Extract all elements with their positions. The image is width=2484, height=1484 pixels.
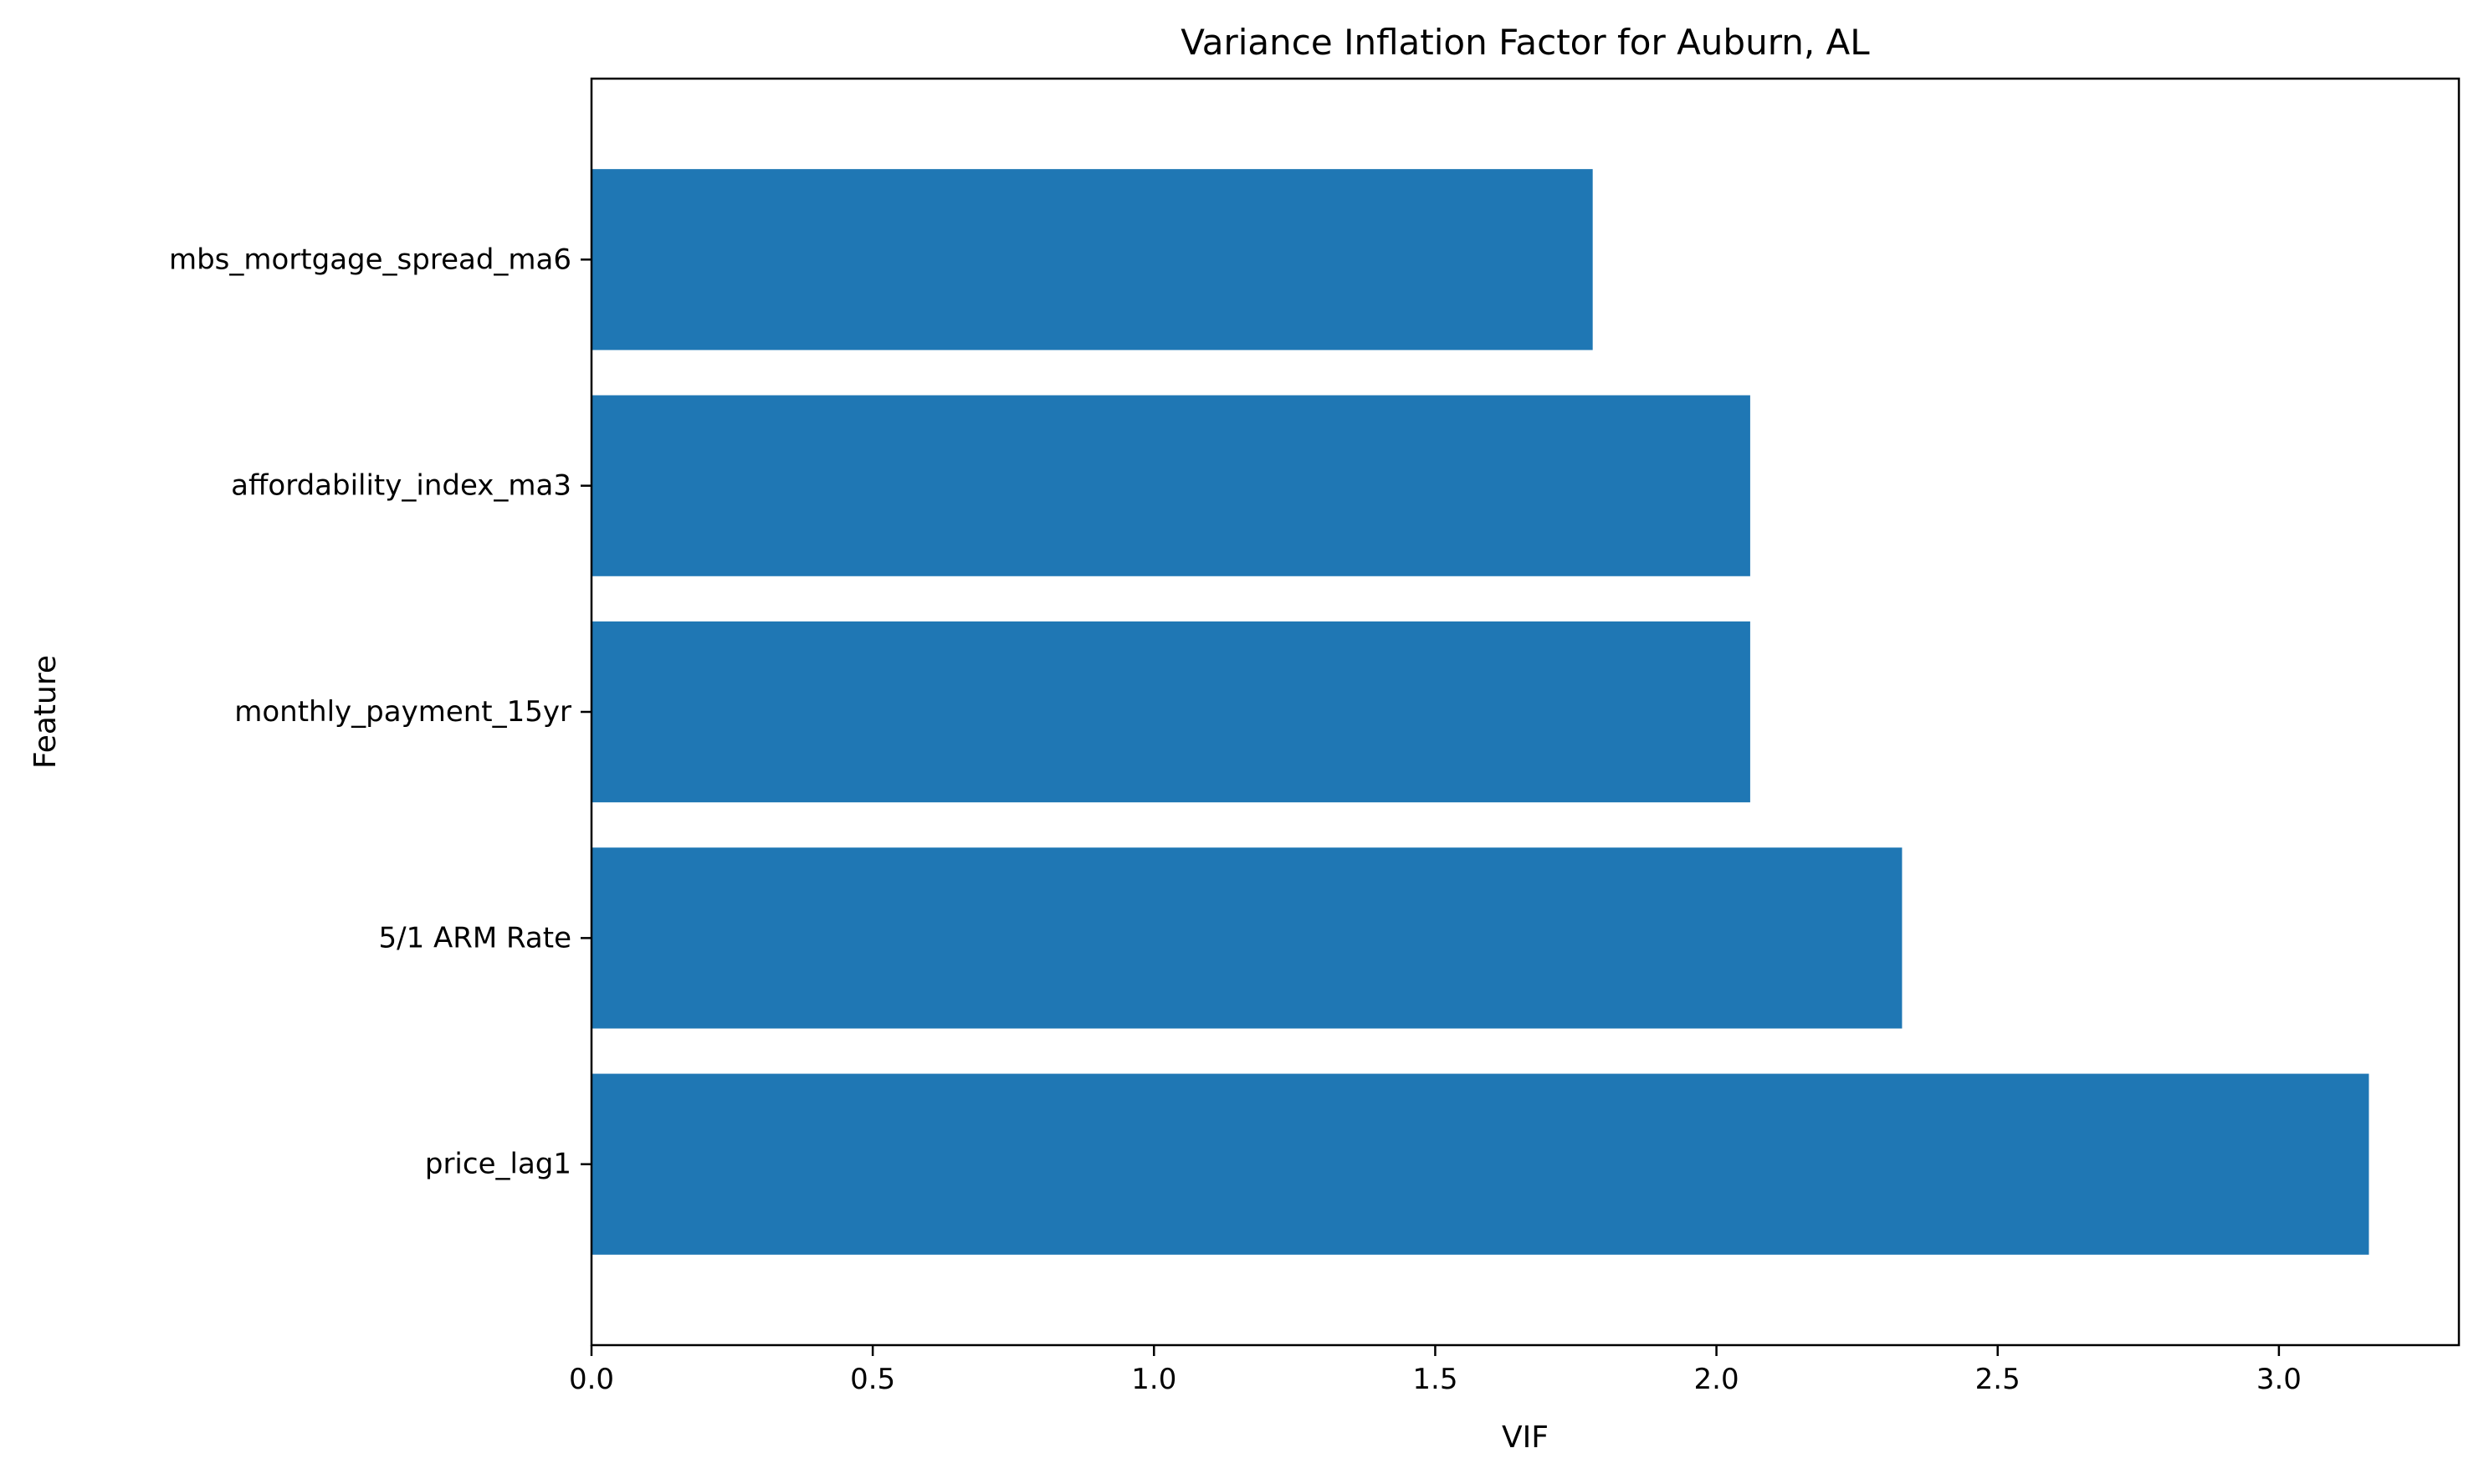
chart-title: Variance Inflation Factor for Auburn, AL — [1181, 22, 1870, 63]
bar-affordability-index-ma3 — [592, 395, 1750, 576]
y-tick-label: affordability_index_ma3 — [231, 469, 571, 503]
x-tick-label: 3.0 — [2256, 1363, 2302, 1396]
plot-frame — [590, 77, 2461, 1347]
x-tick-label: 1.0 — [1131, 1363, 1176, 1396]
bar-5-1-arm-rate — [592, 847, 1903, 1029]
y-tick-label: monthly_payment_15yr — [234, 695, 571, 729]
x-tick-label: 0.0 — [569, 1363, 614, 1396]
bars-layer — [592, 169, 2369, 1255]
bar-monthly-payment-15yr — [592, 621, 1750, 803]
x-tick-label: 2.0 — [1694, 1363, 1739, 1396]
x-axis-label: VIF — [1502, 1420, 1549, 1455]
bar-mbs-mortgage-spread-ma6 — [592, 169, 1593, 351]
y-tick-label: 5/1 ARM Rate — [378, 921, 571, 954]
x-tick-label: 2.5 — [1975, 1363, 2020, 1396]
ticks-layer: price_lag1 5/1 ARM Rate monthly_payment_15… — [169, 243, 2302, 1396]
y-axis-label: Feature — [28, 655, 63, 769]
x-tick-label: 0.5 — [850, 1363, 895, 1396]
y-tick-label: price_lag1 — [425, 1148, 571, 1181]
x-tick-label: 1.5 — [1412, 1363, 1457, 1396]
y-tick-label: mbs_mortgage_spread_ma6 — [169, 243, 571, 276]
bar-price-lag1 — [592, 1073, 2369, 1255]
